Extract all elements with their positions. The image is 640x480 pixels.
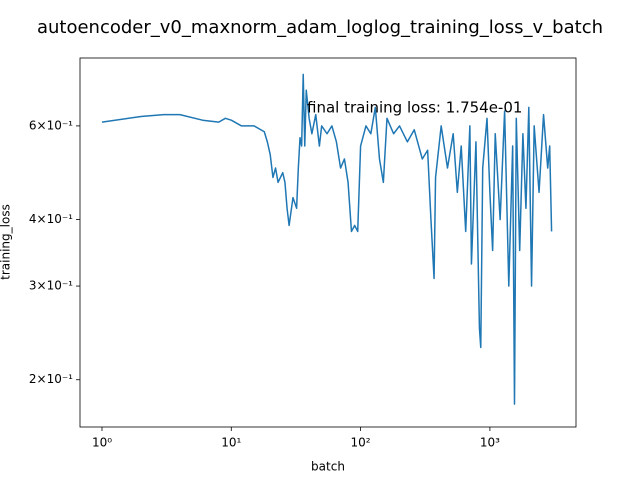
x-axis-label: batch <box>311 460 345 474</box>
y-tick-label: 6×10⁻¹ <box>29 118 73 132</box>
x-tick-label: 10² <box>351 436 371 450</box>
plot-frame <box>79 57 577 428</box>
y-tick-label: 3×10⁻¹ <box>29 279 73 293</box>
x-tick-label: 10³ <box>480 436 500 450</box>
annotation: final training loss: 1.754e-01 <box>307 99 522 117</box>
x-tick-label: 10⁰ <box>92 436 112 450</box>
loss-line <box>101 73 553 405</box>
x-tick-label: 10¹ <box>221 436 241 450</box>
chart-title: autoencoder_v0_maxnorm_adam_loglog_train… <box>37 17 603 38</box>
y-tick-label: 2×10⁻¹ <box>29 372 73 386</box>
y-tick-label: 4×10⁻¹ <box>29 212 73 226</box>
y-axis-label: training_loss <box>0 204 13 280</box>
